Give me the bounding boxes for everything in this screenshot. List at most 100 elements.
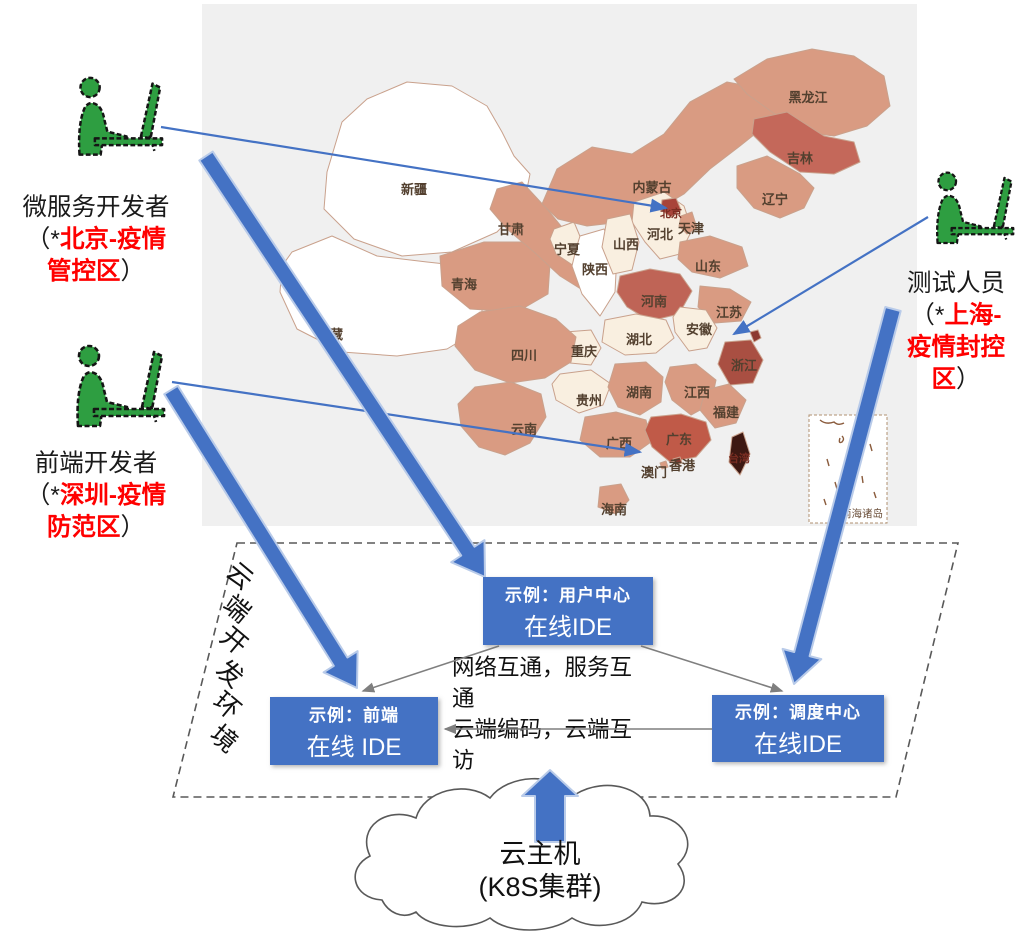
province-shape — [644, 413, 712, 463]
inset-label: 南海诸岛 — [841, 507, 883, 520]
epidemic-zone-text: 北京-疫情 — [59, 226, 167, 253]
epidemic-zone-text: 管控区 — [47, 258, 121, 285]
province-label: 重庆 — [571, 344, 597, 359]
persona-label-line: 微服务开发者 — [5, 192, 187, 224]
province-shape — [601, 313, 675, 356]
province-label: 安徽 — [686, 322, 713, 337]
cloud-host-subtitle: (K8S集群) — [478, 872, 602, 902]
province-label: 海南 — [601, 502, 627, 517]
province-label: 江苏 — [716, 305, 742, 320]
province-label: 浙江 — [731, 358, 757, 373]
persona-label-line: 区） — [891, 364, 1021, 396]
persona-label-line: 前端开发者 — [5, 448, 187, 480]
frontend-developer-label: 前端开发者 （*深圳-疫情 防范区） — [5, 448, 187, 544]
province-label: 台湾 — [728, 451, 750, 465]
province-shape — [728, 431, 751, 476]
province-shape — [672, 456, 683, 466]
province-shape — [751, 111, 861, 175]
province-label: 澳门 — [641, 465, 667, 480]
inset-islet-mark — [861, 475, 864, 484]
china-map: 南海诸岛 新疆 西藏 青海 甘肃 宁夏 陕西 内蒙古 黑龙江 吉林 辽宁 河北 北京 天津 山西 山东 河南 江苏… — [202, 4, 917, 526]
interconnect-line-2: 云端编码，云端互访 — [452, 717, 633, 773]
user-center-ide-box: 示例：用户中心在线IDE — [483, 577, 653, 645]
ide-box-title: 示例：用户中心 — [505, 585, 631, 605]
province-label: 陕西 — [582, 262, 608, 277]
province-label: 宁夏 — [554, 242, 581, 257]
province-shape — [672, 306, 718, 352]
province-label: 山东 — [695, 259, 721, 274]
epidemic-zone-text: 疫情封控 — [907, 334, 1005, 361]
persona-role-text: 微服务开发者 — [22, 194, 170, 221]
persona-role-text: （* — [25, 226, 60, 253]
province-label: 河北 — [647, 227, 673, 242]
persona-label-line: 管控区） — [5, 256, 187, 288]
frontend-ide-box: 示例：前端在线 IDE — [270, 697, 438, 765]
province-label: 青海 — [451, 277, 477, 292]
persona-role-text: ） — [120, 258, 146, 285]
persona-role-text: ） — [956, 366, 981, 393]
province-label: 湖北 — [626, 332, 652, 347]
persona-role-text: 测试人员 — [907, 270, 1005, 297]
province-label: 西藏 — [317, 327, 343, 342]
ide-box-title: 示例：调度中心 — [735, 703, 861, 722]
epidemic-zone-text: 区 — [931, 366, 957, 393]
province-shape — [736, 155, 815, 219]
persona-label-line: （*北京-疫情 — [5, 224, 187, 256]
province-label: 黑龙江 — [788, 90, 827, 105]
province-shape — [678, 211, 698, 235]
province-label: 贵州 — [576, 393, 602, 408]
epidemic-zone-text: 防范区 — [47, 514, 121, 541]
province-shape — [733, 48, 891, 137]
epidemic-zone-text: 深圳-疫情 — [59, 482, 167, 509]
province-shape — [699, 383, 747, 429]
thick-arrow-cloud-to-env — [521, 769, 579, 843]
province-label: 香港 — [668, 458, 696, 473]
persona-role-text: （* — [25, 482, 60, 509]
province-label: 辽宁 — [762, 192, 788, 207]
province-label: 内蒙古 — [632, 180, 671, 195]
persona-label-line: 测试人员 — [891, 268, 1021, 300]
province-label: 广西 — [606, 436, 632, 451]
gray-arrow-user-center-to-dispatch — [640, 645, 784, 693]
persona-role-text: （* — [910, 302, 945, 329]
province-label: 云南 — [511, 422, 537, 437]
cloud-host-caption: 云主机 (K8S集群) — [415, 838, 665, 904]
microservice-developer-label: 微服务开发者 （*北京-疫情 管控区） — [5, 192, 187, 288]
south-sea-inset — [808, 414, 888, 524]
province-shape — [597, 483, 630, 515]
inset-islet-mark — [853, 451, 856, 461]
epidemic-zone-text: 上海- — [944, 302, 1002, 329]
province-shape — [659, 460, 669, 470]
persona-label-line: （*深圳-疫情 — [5, 480, 187, 512]
env-label-char: 境 — [204, 718, 244, 759]
province-label: 河南 — [641, 294, 667, 309]
province-shape — [601, 213, 640, 275]
ide-box-subtitle: 在线IDE — [523, 613, 612, 641]
province-label: 山西 — [613, 237, 639, 252]
ide-box-subtitle: 在线IDE — [753, 731, 842, 758]
interconnect-line-1: 网络互通，服务互通 — [452, 655, 633, 711]
province-label: 江西 — [684, 385, 710, 400]
province-label: 广东 — [666, 432, 692, 447]
persona-role-text: ） — [120, 514, 146, 541]
province-shape — [717, 339, 764, 386]
ide-box-title: 示例：前端 — [309, 705, 399, 725]
province-label: 天津 — [678, 221, 704, 236]
province-label: 新疆 — [401, 182, 427, 197]
person-at-desk-icon — [66, 342, 166, 444]
persona-label-line: （*上海- — [891, 300, 1021, 332]
cloud-host-title: 云主机 — [499, 839, 581, 869]
person-at-desk-icon — [922, 170, 1020, 258]
dispatch-center-ide-box: 示例：调度中心在线IDE — [712, 695, 884, 762]
persona-label-line: 防范区） — [5, 512, 187, 544]
ide-box-subtitle: 在线 IDE — [306, 733, 402, 761]
person-at-desk-icon — [68, 73, 164, 173]
province-label: 吉林 — [787, 151, 813, 166]
persona-role-text: 前端开发者 — [34, 450, 158, 477]
interconnect-text: 网络互通，服务互通 云端编码，云端互访 — [452, 652, 640, 776]
province-label: 湖南 — [626, 385, 652, 400]
province-label: 四川 — [511, 348, 537, 363]
province-label: 甘肃 — [498, 222, 524, 237]
tester-label: 测试人员 （*上海- 疫情封控 区） — [891, 268, 1021, 396]
